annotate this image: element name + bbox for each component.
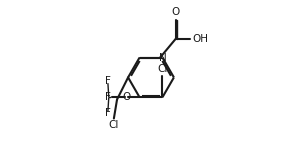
Text: F: F (105, 92, 111, 102)
Text: OH: OH (192, 34, 208, 44)
Text: N: N (159, 53, 166, 63)
Text: F: F (105, 108, 111, 118)
Text: O: O (172, 7, 180, 17)
Text: Cl: Cl (157, 64, 168, 74)
Text: F: F (105, 76, 111, 86)
Text: Cl: Cl (109, 120, 119, 130)
Text: O: O (122, 92, 130, 102)
